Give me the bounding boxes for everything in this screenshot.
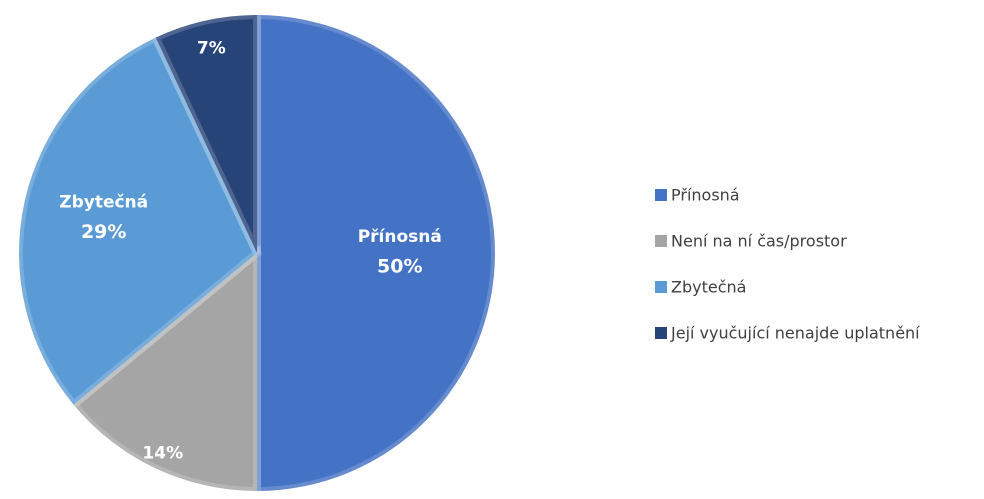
pie-slice — [67, 244, 261, 496]
data-label-name: Zbytečná — [59, 193, 148, 213]
pie-slice — [15, 32, 262, 411]
legend-swatch — [655, 235, 667, 247]
legend-swatch — [655, 189, 667, 201]
legend-label: Přínosná — [671, 186, 740, 205]
legend-label: Její vyučující nenajde uplatnění — [670, 324, 920, 343]
legend-label: Není na ní čas/prostor — [671, 232, 847, 251]
legend-label: Zbytečná — [671, 278, 746, 297]
data-label: 29% — [81, 221, 126, 243]
data-label: 14% — [142, 443, 183, 463]
legend-swatch — [655, 281, 667, 293]
legend-swatch — [655, 327, 667, 339]
pie-slice — [150, 10, 261, 255]
pie-slice — [253, 10, 499, 496]
data-label: 7% — [197, 39, 226, 59]
data-label: 50% — [377, 256, 422, 278]
data-label-name: Přínosná — [358, 227, 442, 247]
